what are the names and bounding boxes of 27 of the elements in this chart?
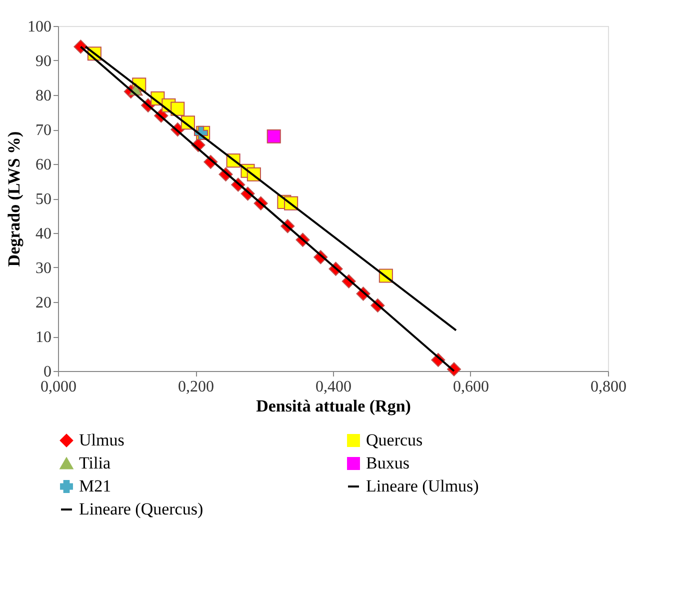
legend-label: Ulmus (79, 430, 124, 450)
y-tick-label: 40 (36, 226, 52, 242)
y-tick-label: 60 (36, 156, 52, 174)
point (266, 129, 281, 144)
y-tick-label: 90 (36, 53, 52, 70)
legend-label: Lineare (Quercus) (79, 500, 204, 518)
y-tick-label: 80 (36, 88, 52, 104)
x-tick-label: 0,200 (178, 378, 214, 396)
y-axis-title: Degrado (LWS %) (4, 131, 24, 267)
legend-label: Tilia (79, 454, 111, 472)
y-tick-label: 10 (36, 329, 52, 346)
x-tick-label: 0,800 (590, 378, 626, 396)
x-tick-label: 0,000 (40, 378, 76, 396)
x-tick-label: 0,400 (316, 378, 352, 396)
legend-label: Buxus (366, 454, 410, 472)
legend-label: Quercus (366, 430, 423, 450)
y-tick-label: 20 (36, 294, 52, 312)
legend-label: Lineare (Ulmus) (366, 476, 479, 496)
y-tick-label: 0 (44, 364, 52, 380)
y-tick-label: 100 (28, 18, 52, 36)
legend-label: M21 (79, 476, 112, 496)
y-tick-label: 70 (36, 122, 52, 139)
y-tick-label: 50 (36, 191, 52, 208)
y-tick-label: 30 (36, 260, 52, 277)
x-tick-label: 0,600 (453, 378, 489, 396)
point (170, 102, 185, 116)
x-axis-title: Densità attuale (Rgn) (256, 396, 411, 416)
